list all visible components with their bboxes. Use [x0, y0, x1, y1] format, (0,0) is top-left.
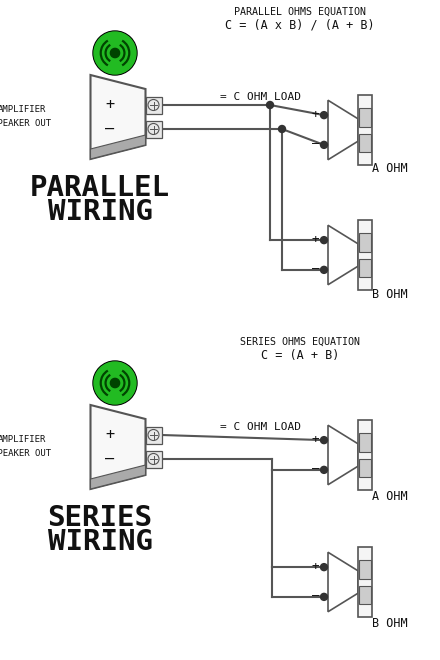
Text: A OHM: A OHM: [372, 490, 408, 503]
Polygon shape: [91, 75, 146, 159]
Bar: [359, 133, 371, 152]
Bar: [359, 560, 371, 579]
Bar: [359, 108, 371, 127]
Text: –: –: [312, 263, 319, 275]
Text: –: –: [106, 121, 114, 135]
Text: SERIES: SERIES: [48, 504, 153, 532]
Circle shape: [267, 102, 274, 108]
Text: WIRING: WIRING: [48, 528, 153, 556]
Circle shape: [320, 593, 327, 601]
Circle shape: [320, 564, 327, 571]
Bar: [146, 121, 161, 137]
Text: PARALLEL: PARALLEL: [30, 174, 170, 202]
Circle shape: [320, 141, 327, 149]
Bar: [146, 96, 161, 114]
Text: SPEAKER OUT: SPEAKER OUT: [0, 449, 51, 457]
Text: +: +: [312, 108, 319, 121]
Bar: [146, 451, 161, 467]
Circle shape: [110, 378, 120, 387]
Text: –: –: [312, 463, 319, 475]
Circle shape: [320, 267, 327, 273]
Text: PARALLEL OHMS EQUATION: PARALLEL OHMS EQUATION: [234, 7, 366, 17]
Text: +: +: [106, 426, 114, 442]
Bar: [358, 220, 372, 290]
Text: B OHM: B OHM: [372, 288, 408, 301]
Bar: [358, 420, 372, 490]
Text: AMPLIFIER: AMPLIFIER: [0, 434, 46, 444]
Bar: [146, 426, 161, 444]
Bar: [358, 547, 372, 617]
Text: SERIES OHMS EQUATION: SERIES OHMS EQUATION: [240, 337, 360, 347]
Bar: [359, 459, 371, 477]
Text: AMPLIFIER: AMPLIFIER: [0, 104, 46, 114]
Text: WIRING: WIRING: [48, 198, 153, 226]
Circle shape: [93, 361, 137, 405]
Circle shape: [320, 112, 327, 119]
Text: A OHM: A OHM: [372, 162, 408, 175]
Bar: [359, 259, 371, 277]
Bar: [358, 95, 372, 165]
Circle shape: [279, 125, 286, 133]
Text: +: +: [312, 232, 319, 246]
Text: C = (A + B): C = (A + B): [261, 349, 339, 362]
Circle shape: [320, 237, 327, 244]
Circle shape: [93, 31, 137, 75]
Text: –: –: [312, 589, 319, 603]
Text: –: –: [312, 137, 319, 150]
Bar: [359, 233, 371, 251]
Circle shape: [94, 362, 136, 404]
Text: SPEAKER OUT: SPEAKER OUT: [0, 119, 51, 127]
Circle shape: [320, 467, 327, 473]
Text: +: +: [106, 96, 114, 112]
Text: C = (A x B) / (A + B): C = (A x B) / (A + B): [225, 19, 375, 32]
Circle shape: [320, 437, 327, 444]
Polygon shape: [91, 135, 146, 159]
Text: B OHM: B OHM: [372, 617, 408, 630]
Circle shape: [110, 48, 120, 57]
Polygon shape: [91, 405, 146, 489]
Polygon shape: [91, 465, 146, 489]
Text: +: +: [312, 560, 319, 573]
Bar: [359, 585, 371, 604]
Text: = C OHM LOAD: = C OHM LOAD: [220, 422, 301, 432]
Text: +: +: [312, 432, 319, 446]
Bar: [359, 434, 371, 451]
Text: –: –: [106, 451, 114, 465]
Circle shape: [94, 32, 136, 74]
Text: = C OHM LOAD: = C OHM LOAD: [220, 92, 301, 102]
